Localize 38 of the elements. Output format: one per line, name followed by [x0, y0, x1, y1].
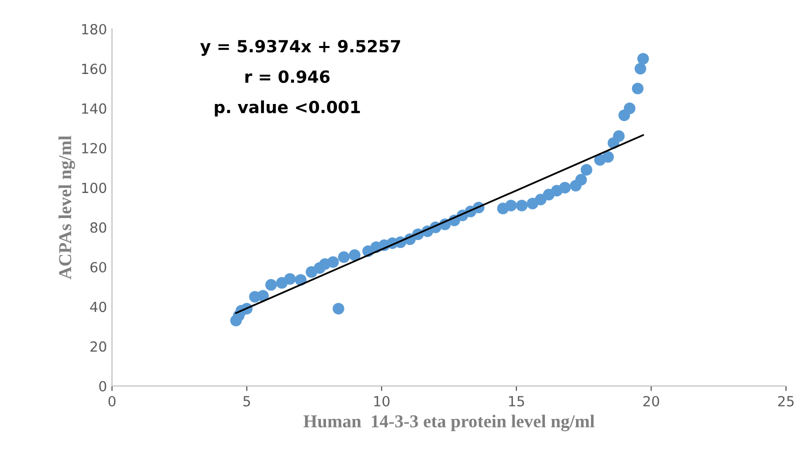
- point: [580, 164, 592, 176]
- y-tick-label: 140: [82, 103, 106, 114]
- y-tick-label: 160: [82, 64, 106, 74]
- point: [348, 249, 360, 261]
- x-tick-label: 5: [243, 396, 250, 406]
- x-axis-title: Human 14-3-3 eta protein level ng/ml: [304, 414, 594, 432]
- x-tick-label: 25: [778, 396, 794, 406]
- point: [613, 130, 625, 142]
- point: [575, 174, 587, 186]
- y-tick-label: 180: [82, 24, 106, 34]
- point: [505, 200, 517, 212]
- annotation: r = 0.946: [245, 70, 330, 83]
- annotation: p. value <0.001: [214, 100, 360, 117]
- point: [632, 82, 644, 94]
- point: [327, 256, 339, 268]
- point: [602, 151, 614, 163]
- point: [559, 182, 571, 194]
- x-tick-label: 20: [643, 396, 660, 406]
- point: [265, 279, 277, 291]
- y-axis-title: ACPAs level ng/ml: [58, 136, 76, 280]
- y-tick-label: 40: [90, 302, 106, 312]
- point: [634, 62, 646, 74]
- point: [284, 273, 296, 285]
- y-tick-label: 80: [90, 222, 106, 233]
- x-tick-label: 10: [374, 396, 390, 406]
- x-tick-label: 0: [108, 396, 116, 406]
- y-tick-label: 100: [82, 182, 106, 194]
- point: [338, 251, 350, 263]
- point: [637, 52, 649, 65]
- point: [624, 102, 636, 114]
- point: [332, 302, 344, 314]
- y-tick-label: 60: [90, 262, 106, 272]
- y-tick-label: 120: [82, 142, 106, 154]
- x-tick-label: 15: [509, 396, 524, 406]
- point: [516, 200, 528, 212]
- y-tick-label: 20: [90, 341, 106, 352]
- y-tick-label: 0: [99, 380, 106, 392]
- annotation: y = 5.9374x + 9.5257: [200, 40, 400, 56]
